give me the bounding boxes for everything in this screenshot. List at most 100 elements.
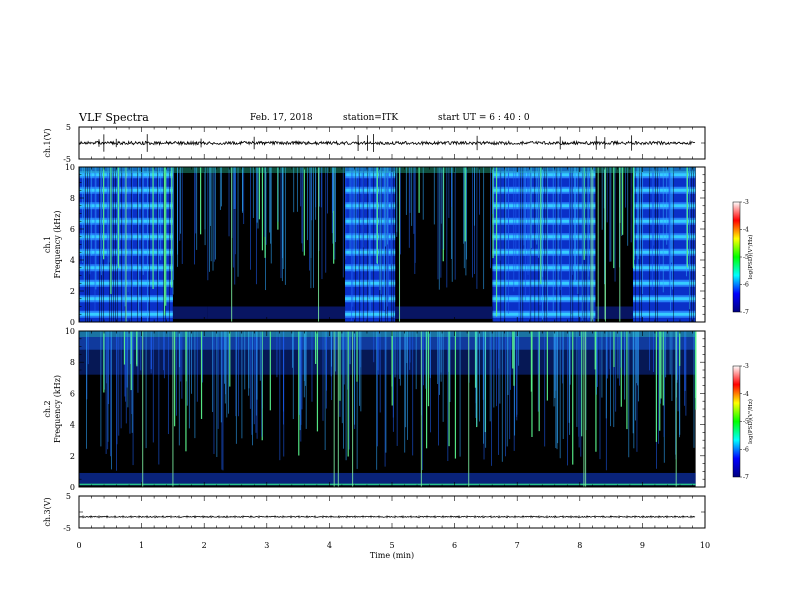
sferic-streak — [464, 167, 466, 242]
sferic-streak — [325, 331, 327, 409]
sferic-streak — [137, 331, 139, 393]
colorbar-tick-label-ch1: -3 — [743, 199, 749, 206]
sferic-streak — [581, 331, 583, 437]
sferic-streak — [255, 331, 257, 433]
sferic-streak — [536, 167, 538, 245]
sferic-streak — [377, 331, 378, 447]
noise-gap — [87, 167, 88, 322]
sferic-streak — [405, 331, 407, 428]
sferic-streak — [539, 167, 541, 306]
sferic-streak — [391, 331, 393, 406]
sferic-streak — [237, 167, 239, 277]
sferic-streak — [129, 167, 131, 295]
sferic-streak — [476, 167, 478, 289]
sferic-streak — [138, 167, 139, 314]
sferic-streak — [207, 167, 209, 281]
sferic-streak — [210, 167, 211, 226]
sferic-streak — [221, 167, 222, 207]
sferic-streak — [318, 167, 320, 207]
sferic-streak — [633, 331, 635, 449]
y-tick-label-ch3: 5 — [66, 492, 71, 501]
sferic-streak — [451, 167, 452, 260]
sferic-streak — [335, 167, 336, 243]
sferic-streak — [160, 167, 162, 261]
sferic-streak — [354, 331, 355, 425]
sferic-streak — [496, 331, 497, 407]
baseline-line — [79, 483, 696, 486]
sferic-streak — [413, 167, 415, 234]
sferic-streak — [414, 167, 416, 274]
sferic-streak — [483, 167, 485, 290]
sferic-streak — [224, 331, 225, 384]
sferic-streak — [621, 167, 623, 236]
sferic-streak — [280, 167, 282, 279]
sferic-streak — [83, 167, 85, 282]
sferic-streak — [636, 331, 638, 384]
noise-band-core — [492, 250, 596, 254]
sferic-streak — [571, 167, 573, 275]
sferic-streak — [619, 331, 620, 386]
sferic-streak — [451, 167, 453, 282]
noise-band-core — [492, 204, 596, 208]
sferic-streak — [347, 331, 348, 390]
sferic-streak — [292, 331, 294, 420]
sferic-streak — [515, 167, 517, 270]
sferic-streak — [303, 331, 305, 381]
sferic-strong — [590, 167, 592, 322]
sferic-strong — [420, 331, 422, 487]
sferic-streak — [662, 331, 664, 406]
noise-band-core — [492, 235, 596, 239]
sferic-strong — [619, 167, 621, 322]
sferic-streak — [677, 331, 679, 412]
x-tick-label: 8 — [577, 541, 582, 550]
sferic-streak — [442, 331, 444, 422]
sferic-streak — [95, 167, 97, 290]
sferic-streak — [632, 331, 634, 434]
sferic-streak — [653, 331, 654, 373]
sferic-streak — [542, 167, 543, 322]
colorbar-tick-label-ch1: -5 — [743, 254, 749, 261]
sferic-streak — [299, 331, 301, 431]
spectrogram-ch1 — [79, 167, 697, 322]
sferic-streak — [362, 167, 364, 248]
sferic-streak — [475, 331, 477, 418]
sferic-streak — [479, 167, 480, 215]
y-axis-label-ch1: ch.1(V) — [43, 128, 52, 157]
sferic-streak — [212, 167, 214, 271]
sferic-streak — [474, 331, 477, 388]
sferic-streak — [255, 167, 257, 285]
sferic-streak — [253, 331, 255, 425]
sferic-streak — [111, 167, 113, 257]
sferic-strong — [604, 167, 606, 322]
y-tick-label-ch1: 10 — [65, 163, 75, 172]
sferic-streak — [620, 331, 622, 368]
sferic-streak — [238, 331, 239, 417]
colorbar-tick-label-ch2: -5 — [743, 419, 749, 426]
y-tick-label-ch1: 5 — [66, 123, 71, 132]
noise-gap — [504, 167, 506, 322]
sferic-streak — [100, 167, 102, 271]
sferic-streak — [513, 167, 515, 292]
sferic-streak — [235, 331, 237, 444]
sferic-streak — [359, 331, 360, 406]
x-tick-label: 5 — [389, 541, 394, 550]
sferic-streak — [537, 331, 539, 374]
sferic-streak — [572, 331, 574, 465]
sferic-streak — [396, 167, 398, 237]
sferic-streak — [386, 167, 387, 314]
sferic-streak — [407, 331, 408, 440]
sferic-streak — [454, 167, 456, 280]
sferic-streak — [136, 331, 138, 367]
sferic-streak — [276, 331, 278, 378]
sferic-streak — [220, 331, 222, 423]
sferic-streak — [282, 167, 284, 269]
sferic-streak — [379, 331, 381, 413]
sferic-streak — [614, 167, 616, 282]
sferic-streak — [335, 331, 337, 372]
colorbar-tick-label-ch2: -7 — [743, 474, 749, 481]
sferic-streak — [491, 167, 493, 215]
sferic-streak — [142, 167, 144, 275]
sferic-streak — [265, 167, 267, 245]
y-tick-label-ch2: 0 — [70, 483, 75, 492]
sferic-streak — [353, 167, 355, 273]
